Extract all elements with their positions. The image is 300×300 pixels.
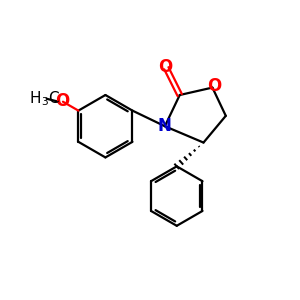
Text: N: N	[158, 117, 172, 135]
Text: O: O	[158, 58, 172, 76]
Text: O: O	[207, 77, 221, 95]
Text: $_{3}$C: $_{3}$C	[41, 89, 60, 108]
Text: O: O	[55, 92, 70, 110]
Text: H: H	[29, 91, 40, 106]
